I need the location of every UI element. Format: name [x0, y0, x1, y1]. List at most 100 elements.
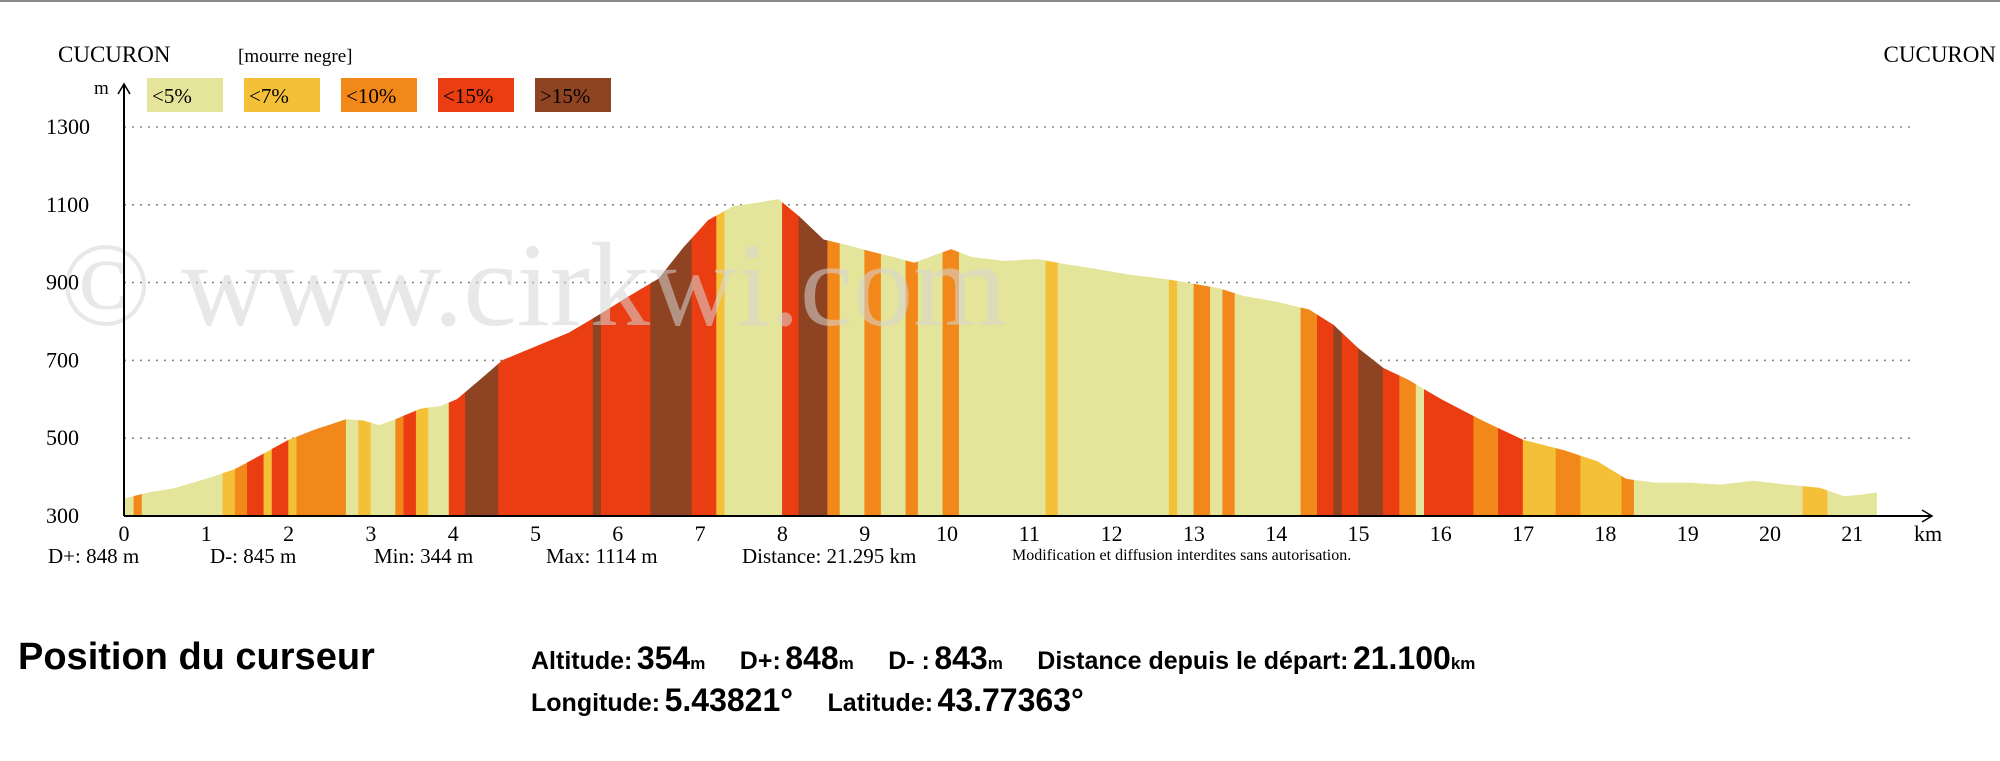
slope-segment: [1522, 439, 1557, 517]
slope-segment: [1498, 428, 1524, 517]
cursor-row-1: Altitude: 354m D+: 848m D- : 843m Distan…: [531, 640, 1505, 682]
x-tick-label: 20: [1759, 521, 1781, 546]
y-tick-label: 300: [46, 503, 79, 528]
x-tick-label: 10: [936, 521, 958, 546]
y-tick-label: 1100: [46, 192, 89, 217]
legend-label: <7%: [249, 84, 289, 108]
x-tick-label: 16: [1430, 521, 1452, 546]
slope-segment: [263, 448, 273, 517]
slope-segment: [1222, 289, 1236, 517]
slope-segment: [1341, 332, 1359, 517]
x-tick-label: 13: [1183, 521, 1205, 546]
slope-segment: [288, 436, 298, 517]
slope-segment: [1358, 348, 1384, 517]
slope-segment: [1424, 389, 1474, 517]
slope-segment: [123, 496, 135, 517]
x-tick-label: 17: [1512, 521, 1534, 546]
cursor-info: Altitude: 354m D+: 848m D- : 843m Distan…: [531, 640, 1505, 724]
slope-segment: [1168, 279, 1178, 517]
waypoint-label: [mourre negre]: [238, 46, 352, 67]
x-tick-label: 2: [283, 521, 294, 546]
legend-label: <5%: [152, 84, 192, 108]
slope-segment: [428, 402, 450, 517]
x-tick-label: 19: [1677, 521, 1699, 546]
legend-swatch: [244, 78, 320, 112]
slope-segment: [1802, 486, 1828, 517]
cursor-row-2: Longitude: 5.43821° Latitude: 43.77363°: [531, 682, 1505, 724]
x-axis-arrow: [1921, 509, 1934, 523]
slope-segment: [1827, 490, 1877, 517]
slope-segment: [247, 453, 265, 517]
x-tick-label: 9: [859, 521, 870, 546]
profile-area: [123, 199, 1877, 517]
slope-segment: [1193, 283, 1211, 517]
copyright-notice: Modification et diffusion interdites san…: [1012, 547, 1352, 564]
slope-segment: [1300, 307, 1318, 517]
y-tick-label: 1300: [46, 114, 90, 139]
start-label: CUCURON: [58, 42, 171, 67]
legend: <5% <7% <10% <15% >15%: [147, 78, 611, 112]
stat-dminus: D-: 845 m: [210, 544, 297, 568]
slope-segment: [1415, 384, 1425, 517]
x-tick-label: 4: [448, 521, 459, 546]
slope-segment: [222, 468, 236, 517]
x-tick-label: 15: [1348, 521, 1370, 546]
x-tick-label: 7: [695, 521, 706, 546]
end-label: CUCURON: [1884, 42, 1997, 67]
legend-label: <15%: [443, 84, 493, 108]
slope-segment: [1057, 262, 1170, 517]
y-axis-label: m: [94, 78, 109, 99]
elevation-profile-chart[interactable]: CUCURON [mourre negre] CUCURON © www.cir…: [0, 0, 2000, 580]
x-tick-label: 12: [1101, 521, 1123, 546]
slope-segment: [169, 473, 224, 517]
x-tick-label: 6: [612, 521, 623, 546]
slope-segment: [1382, 367, 1400, 517]
legend-label: >15%: [540, 84, 590, 108]
slope-segment: [370, 419, 396, 517]
slope-segment: [133, 493, 143, 517]
x-axis-label: km: [1914, 521, 1942, 546]
y-tick-label: 900: [46, 270, 79, 295]
cursor-longitude: Longitude: 5.43821°: [531, 682, 794, 718]
stat-dplus: D+: 848 m: [48, 544, 140, 568]
legend-swatch: [438, 78, 514, 112]
slope-segment: [1045, 260, 1059, 517]
slope-segment: [141, 489, 170, 517]
slope-segment: [1333, 324, 1343, 517]
stat-min: Min: 344 m: [374, 544, 474, 568]
slope-segment: [1210, 286, 1223, 517]
watermark: © www.cirkwi.com: [60, 218, 1007, 351]
slope-segment: [296, 429, 314, 517]
slope-segment: [1399, 375, 1417, 517]
stat-distance: Distance: 21.295 km: [742, 544, 917, 568]
slope-segment: [1177, 280, 1195, 517]
legend-swatch: [341, 78, 417, 112]
x-tick-label: 18: [1594, 521, 1616, 546]
x-tick-label: 5: [530, 521, 541, 546]
x-tick-label: 11: [1019, 521, 1040, 546]
slope-segment: [415, 407, 429, 517]
slope-segment: [1621, 475, 1635, 517]
cursor-dplus: D+: 848m: [739, 640, 854, 676]
cursor-title: Position du curseur: [18, 636, 375, 678]
slope-segment: [403, 410, 417, 517]
slope-segment: [1580, 455, 1623, 517]
x-tick-label: 3: [365, 521, 376, 546]
legend-swatch: [535, 78, 611, 112]
cursor-latitude: Latitude: 43.77363°: [827, 682, 1084, 718]
slope-segment: [1473, 415, 1499, 517]
x-tick-label: 21: [1841, 521, 1863, 546]
slope-segment: [312, 419, 347, 517]
slope-segment: [1633, 479, 1804, 517]
slope-segment: [1234, 293, 1302, 517]
cursor-altitude: Altitude: 354m: [531, 640, 706, 676]
x-tick-label: 0: [119, 521, 130, 546]
slope-segment: [448, 391, 466, 517]
y-axis-arrow: [117, 82, 131, 95]
x-tick-label: 1: [201, 521, 212, 546]
x-tick-label: 14: [1265, 521, 1287, 546]
cursor-dminus: D- : 843m: [888, 640, 1003, 676]
top-border: [0, 0, 2000, 2]
slope-segment: [234, 462, 248, 517]
